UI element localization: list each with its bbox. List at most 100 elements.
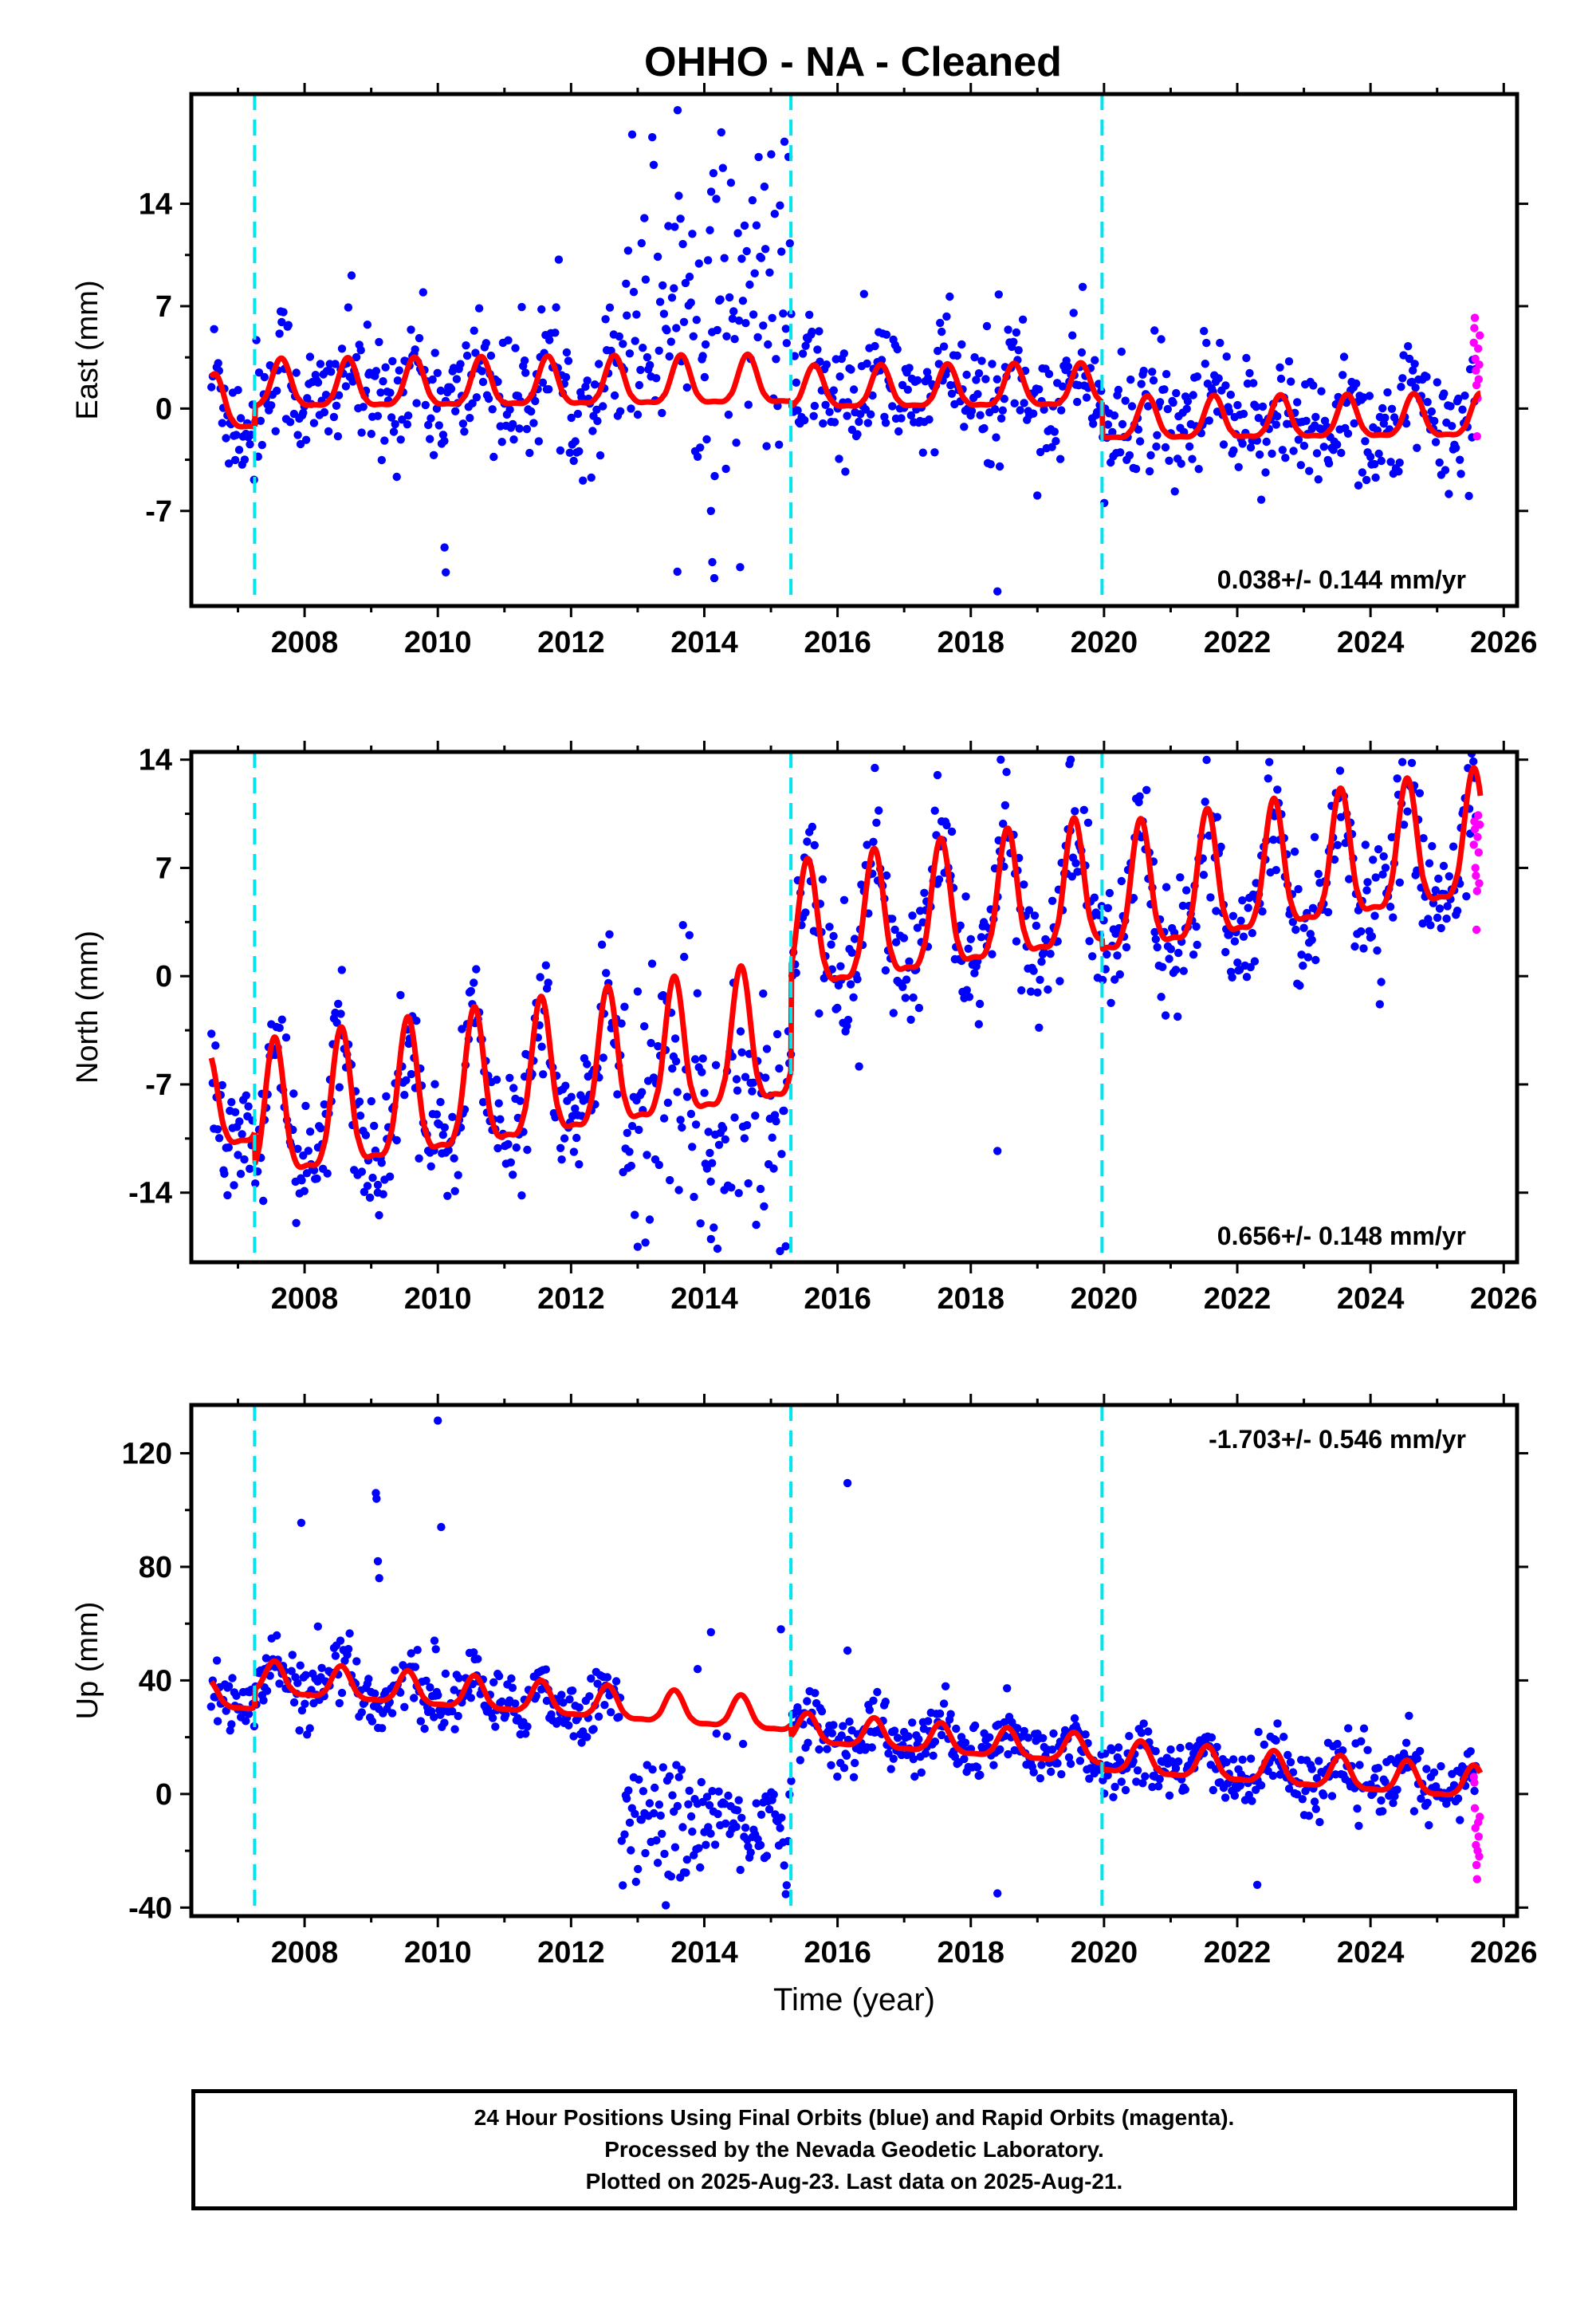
east-final-point [1246,443,1256,452]
north-final-point [647,1038,655,1048]
north-final-point [713,1244,722,1253]
east-final-point [741,319,750,328]
up-final-point [1449,1781,1459,1789]
east-final-point [1214,374,1223,383]
east-final-point [717,128,725,137]
east-outlier-point [440,543,449,552]
east-final-point [1324,459,1334,468]
north-final-point [1151,935,1161,944]
up-final-point [1039,1734,1048,1742]
east-final-point [520,356,529,365]
east-final-point [724,410,733,419]
east-final-point [646,360,655,370]
up-final-point [685,1786,694,1795]
east-final-point [1126,375,1135,384]
east-final-point [853,430,862,439]
north-final-point [772,1117,780,1126]
north-final-point [1428,842,1437,851]
up-final-point [1333,1739,1342,1749]
east-final-point [1144,402,1153,411]
north-final-point [749,1078,758,1088]
north-final-point [666,1175,674,1185]
north-final-point [1424,915,1433,923]
up-final-point [600,1701,609,1710]
east-final-point [293,431,302,439]
up-final-point [996,1745,1004,1754]
north-rapid-point [1476,821,1484,829]
east-final-point [470,326,478,335]
up-final-point [387,1709,397,1718]
east-final-point [1073,397,1082,407]
east-final-point [538,378,548,387]
north-final-point [505,1073,514,1083]
north-final-point [1030,911,1040,920]
north-final-point [1246,962,1255,972]
north-final-point [443,1191,452,1201]
north-final-point [1291,925,1300,935]
up-final-point [827,1729,837,1737]
north-final-point [1111,975,1119,984]
up-final-point [1081,1730,1090,1739]
up-final-point [507,1674,516,1683]
up-final-point [929,1751,938,1760]
up-final-point [1354,1821,1363,1830]
north-final-point [975,999,985,1009]
north-final-point [575,1160,584,1169]
north-x-tick-label: 2008 [271,1282,339,1316]
up-final-point [488,1714,497,1722]
north-final-point [335,1083,344,1092]
up-final-point [946,1710,955,1718]
up-final-point [668,1791,677,1800]
north-final-point [355,1097,364,1106]
north-final-point [1248,929,1257,938]
up-final-point [710,1840,720,1849]
east-final-point [1033,491,1042,500]
up-final-point [289,1698,299,1707]
east-x-tick-label: 2018 [937,626,1004,659]
east-final-point [1410,360,1419,368]
up-final-point [1363,1745,1372,1754]
east-final-point [1048,443,1056,451]
up-final-point [400,1702,409,1711]
north-final-point [1403,807,1412,816]
up-final-point [296,1661,305,1670]
up-final-point [1327,1792,1337,1800]
east-final-point [333,432,343,441]
north-final-point [1378,870,1387,879]
east-final-point [790,352,799,360]
north-final-point [1339,681,1346,689]
north-final-point [1230,937,1240,946]
up-final-point [242,1717,250,1726]
up-final-point [287,1667,296,1675]
north-final-point [690,1192,698,1202]
north-final-point [602,969,611,978]
north-final-point [742,1120,752,1130]
east-final-point [301,435,311,444]
up-outlier-point [372,1494,381,1503]
north-final-point [1135,792,1144,801]
north-final-point [1288,918,1298,927]
east-final-point [214,359,222,368]
north-final-point [710,1223,718,1232]
east-final-point [635,380,644,390]
up-final-point [777,1813,786,1822]
up-final-point [696,1863,705,1872]
up-final-point [426,1683,434,1692]
north-final-point [772,1029,782,1039]
up-final-point [827,1761,835,1769]
up-final-point [583,1733,592,1741]
north-final-point [1201,797,1209,806]
up-final-point [244,1710,254,1718]
east-final-point [1020,399,1028,407]
east-final-point [482,339,490,348]
north-final-point [680,952,689,962]
north-final-point [1418,919,1427,928]
up-final-point [491,1722,500,1731]
north-final-point [1071,807,1079,816]
up-final-point [757,1810,766,1819]
up-final-point [989,1761,998,1769]
north-final-point [1174,948,1183,958]
north-final-point [956,921,965,931]
north-final-point [846,980,855,989]
east-final-point [689,332,698,340]
